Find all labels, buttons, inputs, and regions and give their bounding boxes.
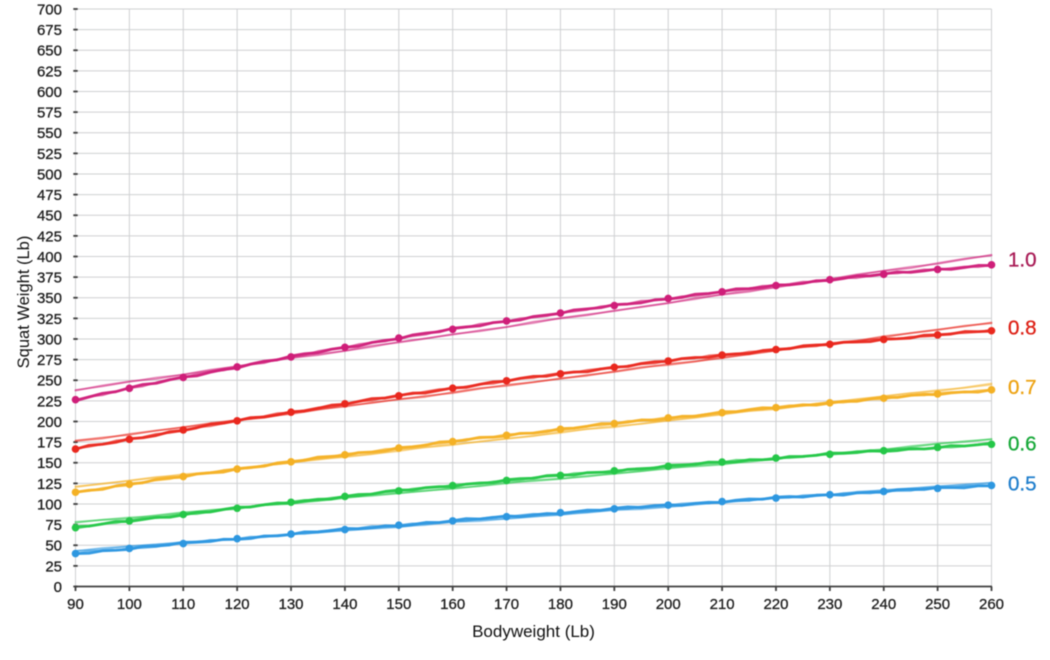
svg-text:230: 230 (817, 596, 842, 613)
svg-text:375: 375 (37, 270, 62, 287)
svg-text:170: 170 (494, 596, 519, 613)
svg-text:250: 250 (37, 373, 62, 390)
svg-text:120: 120 (225, 596, 250, 613)
svg-text:250: 250 (925, 596, 950, 613)
svg-text:675: 675 (37, 22, 62, 39)
svg-text:240: 240 (871, 596, 896, 613)
svg-text:0.6: 0.6 (1008, 433, 1037, 456)
svg-text:210: 210 (710, 596, 735, 613)
svg-text:475: 475 (37, 187, 62, 204)
svg-text:600: 600 (37, 84, 62, 101)
svg-text:0.8: 0.8 (1008, 316, 1037, 339)
svg-text:140: 140 (332, 596, 357, 613)
svg-text:275: 275 (37, 352, 62, 369)
svg-text:400: 400 (37, 249, 62, 266)
svg-text:25: 25 (45, 558, 62, 575)
svg-text:500: 500 (37, 166, 62, 183)
svg-text:150: 150 (386, 596, 411, 613)
svg-text:300: 300 (37, 331, 62, 348)
svg-text:700: 700 (37, 1, 62, 18)
svg-text:100: 100 (117, 596, 142, 613)
svg-text:100: 100 (37, 496, 62, 513)
svg-text:160: 160 (440, 596, 465, 613)
svg-text:260: 260 (979, 596, 1004, 613)
svg-text:425: 425 (37, 228, 62, 245)
svg-text:90: 90 (67, 596, 84, 613)
svg-text:525: 525 (37, 146, 62, 163)
svg-text:0: 0 (54, 579, 62, 596)
svg-text:180: 180 (548, 596, 573, 613)
svg-text:550: 550 (37, 125, 62, 142)
svg-text:50: 50 (45, 538, 62, 555)
svg-text:225: 225 (37, 393, 62, 410)
svg-text:Squat Weight (Lb): Squat Weight (Lb) (15, 236, 33, 369)
svg-text:75: 75 (45, 517, 62, 534)
svg-text:125: 125 (37, 476, 62, 493)
svg-text:200: 200 (37, 414, 62, 431)
svg-text:110: 110 (171, 596, 195, 613)
svg-text:350: 350 (37, 290, 62, 307)
svg-text:325: 325 (37, 311, 62, 328)
svg-text:1.0: 1.0 (1008, 249, 1037, 272)
svg-text:220: 220 (763, 596, 788, 613)
svg-text:575: 575 (37, 105, 62, 122)
svg-text:625: 625 (37, 63, 62, 80)
svg-text:190: 190 (602, 596, 627, 613)
svg-text:650: 650 (37, 43, 62, 60)
svg-text:150: 150 (37, 455, 62, 472)
svg-text:Bodyweight (Lb): Bodyweight (Lb) (472, 622, 595, 641)
svg-text:130: 130 (279, 596, 304, 613)
svg-text:0.5: 0.5 (1008, 472, 1037, 495)
svg-text:450: 450 (37, 208, 62, 225)
svg-text:175: 175 (37, 435, 62, 452)
svg-text:0.7: 0.7 (1008, 376, 1037, 399)
svg-text:200: 200 (656, 596, 681, 613)
